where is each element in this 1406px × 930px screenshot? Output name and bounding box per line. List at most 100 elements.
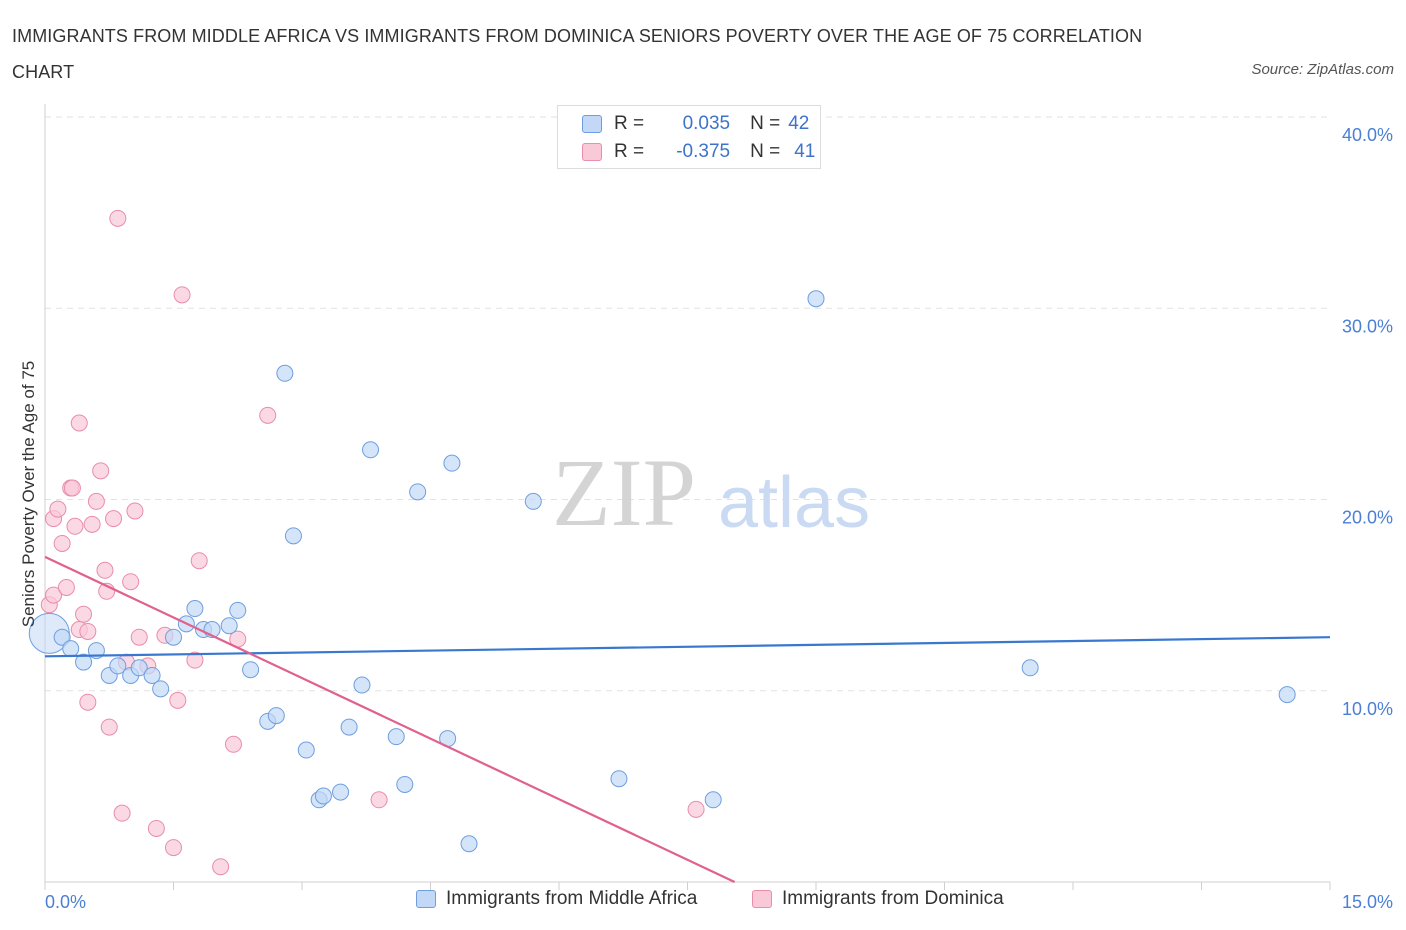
data-point [70,414,88,432]
stats-n-value: 42 [788,113,810,134]
data-point [220,617,238,635]
watermark-zip: ZIP [552,439,696,546]
data-point [75,653,93,671]
x-tick-label: 15.0% [1342,892,1393,912]
data-point [396,775,414,793]
data-point [687,800,705,818]
stats-r-value: 0.035 [682,113,731,134]
data-point [92,462,110,480]
data-point [267,707,285,725]
data-point [79,693,97,711]
data-point [62,640,80,658]
legend-swatch-pink [752,890,772,908]
data-point [1021,659,1039,677]
data-point [63,479,81,497]
trend-line-blue [44,636,1331,658]
data-point [122,573,140,591]
stats-r-value: -0.375 [676,141,731,162]
data-point [186,651,204,669]
data-point [79,622,97,640]
stats-r-label: R = [614,141,645,162]
stats-box: R = 0.035 N = 42 R = -0.375 N = 41 [557,105,821,169]
data-point [387,728,405,746]
data-point [126,502,144,520]
legend-label: Immigrants from Dominica [782,888,1004,909]
data-point [340,718,358,736]
y-tick-label: 40.0% [1342,125,1393,145]
data-point [109,657,127,675]
y-tick-label: 10.0% [1342,699,1393,719]
source-label: Source: ZipAtlas.com [1251,61,1394,78]
data-point [113,804,131,822]
data-point [143,666,161,684]
legend-label: Immigrants from Middle Africa [446,888,698,909]
data-point [45,586,63,604]
data-point [130,628,148,646]
series-middle-africa-points [28,290,1296,853]
data-point [332,783,350,801]
data-point [165,628,182,646]
data-point [276,364,294,382]
data-point [353,676,371,694]
legend-swatch-blue [416,890,436,908]
data-point [186,600,204,618]
stats-swatch-blue [582,115,602,133]
data-point [297,741,315,759]
stats-n-label: N = [750,141,781,162]
chart-title: IMMIGRANTS FROM MIDDLE AFRICA VS IMMIGRA… [12,26,1143,82]
axes [44,104,1331,890]
tick-labels: 10.0% 20.0% 30.0% 40.0% 0.0% 15.0% [45,125,1393,912]
trend-lines [44,555,1331,883]
data-point [524,492,542,510]
y-axis-label: Seniors Poverty Over the Age of 75 [19,361,38,627]
data-point [242,661,260,679]
data-point [105,510,123,528]
data-point [224,735,242,753]
data-point [147,819,165,837]
series-dominica-points [40,209,705,876]
data-point [460,835,478,853]
data-point [370,791,388,809]
data-point [100,718,118,736]
data-point [165,839,182,857]
data-point [409,483,427,501]
data-point [96,561,114,579]
data-point [610,770,628,788]
data-point [87,492,105,510]
stats-n-label: N = [750,113,781,134]
data-point [109,209,127,227]
data-point [807,290,825,308]
x-tick-label: 0.0% [45,892,86,912]
data-point [443,454,461,472]
stats-swatch-pink [582,143,602,161]
stats-r-label: R = [614,113,645,134]
data-point [66,517,84,535]
data-point [75,605,93,623]
y-tick-label: 30.0% [1342,316,1393,336]
data-point [49,500,67,518]
stats-row-dominica: R = -0.375 N = 41 [582,139,815,165]
data-point [53,534,71,552]
data-point [169,691,187,709]
data-point [704,791,722,809]
data-point [190,552,208,570]
trend-line-pink [44,555,736,883]
legend-item-dominica[interactable]: Immigrants from Dominica [752,888,1004,910]
data-point [173,286,191,304]
stats-n-value: 41 [794,141,816,162]
data-point [83,515,101,533]
data-point [212,858,230,876]
data-point [229,601,247,619]
data-point [284,527,302,545]
data-point [130,659,148,677]
watermark-atlas: atlas [718,463,870,543]
data-point [259,406,277,424]
data-point [53,628,71,646]
legend-item-middle-africa[interactable]: Immigrants from Middle Africa [416,888,697,910]
data-point [314,787,332,805]
data-point [1278,686,1296,704]
y-tick-label: 20.0% [1342,508,1393,528]
data-point [57,578,75,596]
data-point [362,441,380,459]
